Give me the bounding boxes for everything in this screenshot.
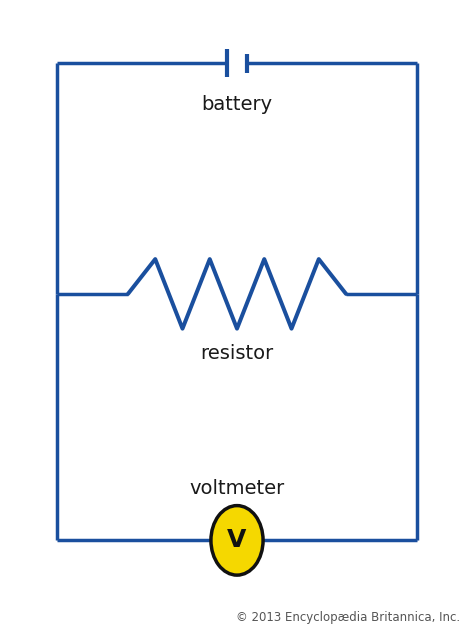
Text: © 2013 Encyclopædia Britannica, Inc.: © 2013 Encyclopædia Britannica, Inc. [236, 611, 460, 624]
Text: battery: battery [201, 95, 273, 114]
Circle shape [211, 506, 263, 575]
Text: voltmeter: voltmeter [190, 479, 284, 498]
Text: V: V [228, 528, 246, 552]
Text: resistor: resistor [201, 344, 273, 363]
